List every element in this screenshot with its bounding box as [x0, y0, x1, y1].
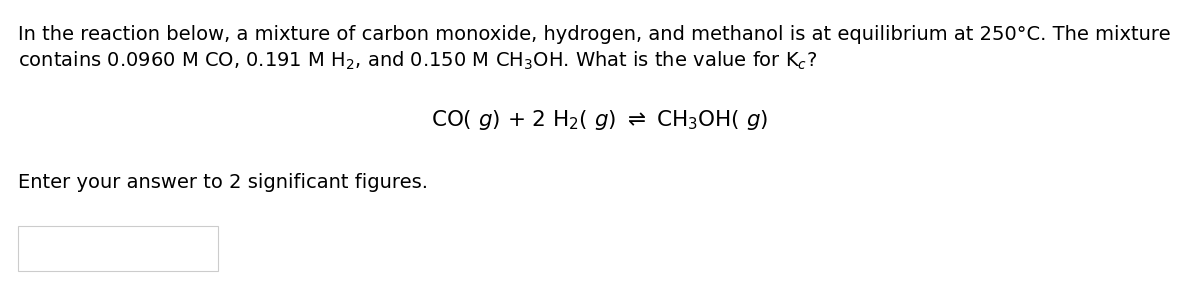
- Text: In the reaction below, a mixture of carbon monoxide, hydrogen, and methanol is a: In the reaction below, a mixture of carb…: [18, 25, 1171, 44]
- Bar: [18, 226, 218, 271]
- Text: Enter your answer to 2 significant figures.: Enter your answer to 2 significant figur…: [18, 173, 428, 192]
- Text: CO( $g$) + 2 H$_2$( $g$) $\rightleftharpoons$ CH$_3$OH( $g$): CO( $g$) + 2 H$_2$( $g$) $\rightleftharp…: [431, 108, 769, 132]
- Text: contains 0.0960 M CO, 0.191 M H$_2$, and 0.150 M CH$_3$OH. What is the value for: contains 0.0960 M CO, 0.191 M H$_2$, and…: [18, 50, 817, 72]
